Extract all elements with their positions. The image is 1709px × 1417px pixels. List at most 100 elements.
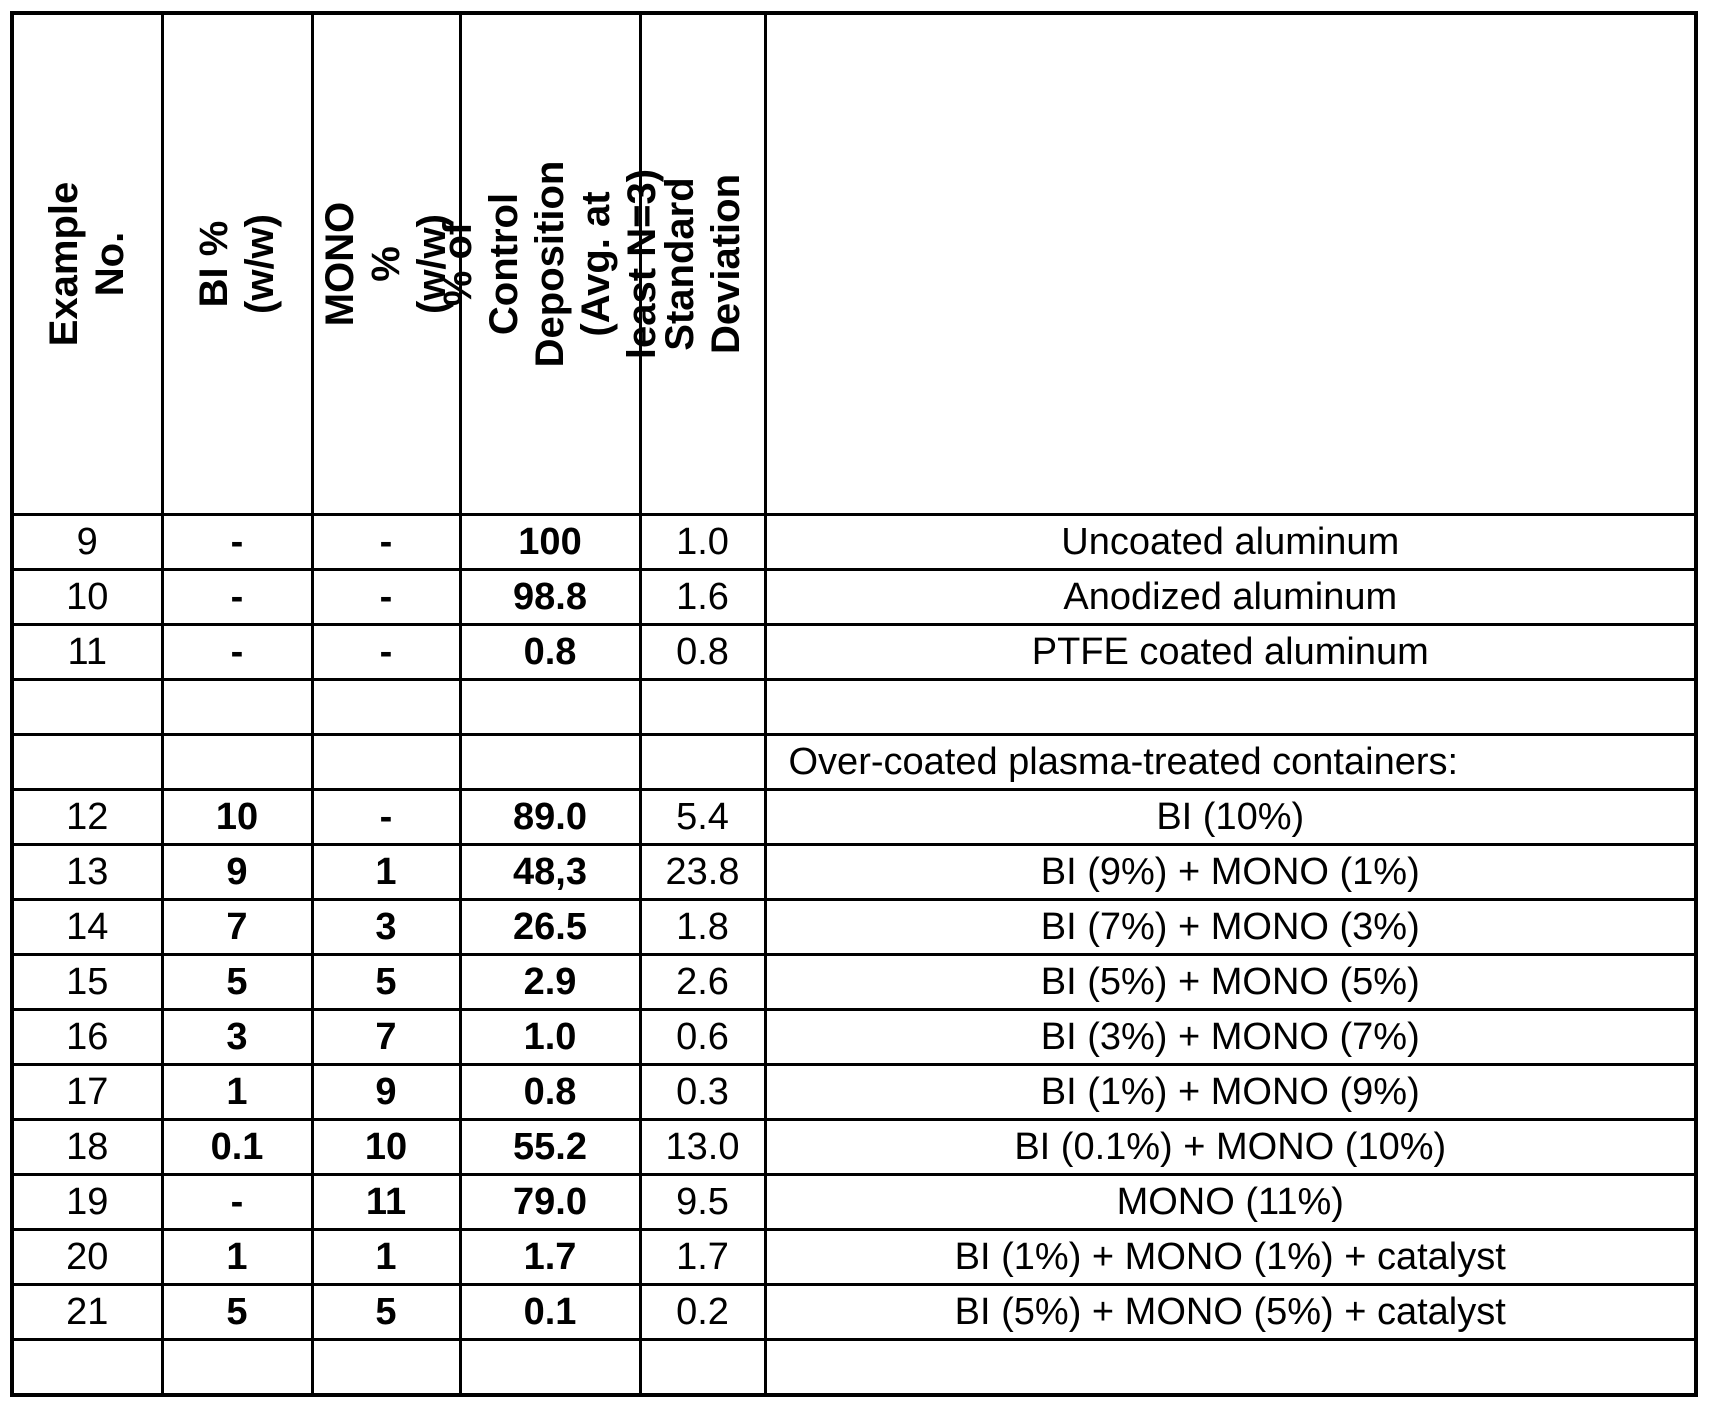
cell-bi-percent: 10 bbox=[160, 788, 314, 846]
cell-description: BI (5%) + MONO (5%) bbox=[763, 953, 1698, 1011]
cell-example-no: 17 bbox=[10, 1063, 164, 1121]
table-row: 21 5 5 0.1 0.2 BI (5%) + MONO (5%) + catalyst bbox=[10, 1283, 1698, 1341]
cell-mono-percent: 10 bbox=[310, 1118, 462, 1176]
cell-description: Anodized aluminum bbox=[763, 568, 1698, 626]
cell-mono-percent bbox=[310, 733, 462, 791]
cell-example-no: 13 bbox=[10, 843, 164, 901]
cell-description: BI (10%) bbox=[763, 788, 1698, 846]
cell-example-no: 10 bbox=[10, 568, 164, 626]
cell-mono-percent: 7 bbox=[310, 1008, 462, 1066]
cell-mono-percent: 5 bbox=[310, 1283, 462, 1341]
header-bi-percent-label: BI % (w/w) bbox=[192, 214, 282, 314]
cell-standard-deviation bbox=[638, 1338, 767, 1397]
table-header: Example No. BI % (w/w) MONO % (w/w) % of… bbox=[10, 11, 1698, 516]
cell-standard-deviation: 23.8 bbox=[638, 843, 767, 901]
cell-mono-percent: 11 bbox=[310, 1173, 462, 1231]
table-row: 11- -0.8 0.8 PTFE coated aluminum bbox=[10, 623, 1698, 681]
table-row: 9- -100 1.0 Uncoated aluminum bbox=[10, 513, 1698, 571]
cell-example-no: 9 bbox=[10, 513, 164, 571]
cell-bi-percent: 1 bbox=[160, 1228, 314, 1286]
cell-bi-percent bbox=[160, 1338, 314, 1397]
cell-control-deposition: 0.1 bbox=[458, 1283, 642, 1341]
cell-description bbox=[763, 1338, 1698, 1397]
header-bi-percent: BI % (w/w) bbox=[160, 11, 314, 516]
cell-example-no: 12 bbox=[10, 788, 164, 846]
header-description bbox=[763, 11, 1698, 516]
results-table-body: 9- -100 1.0 Uncoated aluminum 10- -98.8 1.6 Ano… bbox=[10, 513, 1698, 1397]
cell-control-deposition: 2.9 bbox=[458, 953, 642, 1011]
cell-control-deposition: 1.7 bbox=[458, 1228, 642, 1286]
cell-mono-percent: - bbox=[310, 623, 462, 681]
cell-standard-deviation: 0.6 bbox=[638, 1008, 767, 1066]
header-row: Example No. BI % (w/w) MONO % (w/w) % of… bbox=[10, 11, 1698, 516]
cell-example-no: 11 bbox=[10, 623, 164, 681]
results-table: Example No. BI % (w/w) MONO % (w/w) % of… bbox=[10, 11, 1698, 1397]
cell-description: BI (5%) + MONO (5%) + catalyst bbox=[763, 1283, 1698, 1341]
table-row: 19-11 79.0 9.5 MONO (11%) bbox=[10, 1173, 1698, 1231]
cell-description: PTFE coated aluminum bbox=[763, 623, 1698, 681]
header-control-deposition-label: % of Control Deposition (Avg. at least N… bbox=[436, 160, 664, 368]
cell-example-no: 14 bbox=[10, 898, 164, 956]
table-row: 12 10-89.0 5.4 BI (10%) bbox=[10, 788, 1698, 846]
cell-mono-percent bbox=[310, 1338, 462, 1397]
cell-example-no: 16 bbox=[10, 1008, 164, 1066]
cell-description: BI (1%) + MONO (9%) bbox=[763, 1063, 1698, 1121]
cell-example-no: 21 bbox=[10, 1283, 164, 1341]
cell-example-no: 18 bbox=[10, 1118, 164, 1176]
cell-bi-percent bbox=[160, 678, 314, 736]
table-row: 20 1 1 1.7 1.7 BI (1%) + MONO (1%) + catalyst bbox=[10, 1228, 1698, 1286]
cell-description: BI (7%) + MONO (3%) bbox=[763, 898, 1698, 956]
cell-standard-deviation: 0.2 bbox=[638, 1283, 767, 1341]
cell-example-no: 19 bbox=[10, 1173, 164, 1231]
cell-standard-deviation: 1.8 bbox=[638, 898, 767, 956]
cell-control-deposition: 55.2 bbox=[458, 1118, 642, 1176]
header-control-deposition: % of Control Deposition (Avg. at least N… bbox=[436, 11, 664, 516]
cell-example-no: 20 bbox=[10, 1228, 164, 1286]
cell-standard-deviation: 1.7 bbox=[638, 1228, 767, 1286]
header-example-no-label: Example No. bbox=[42, 181, 133, 347]
cell-control-deposition: 0.8 bbox=[458, 1063, 642, 1121]
cell-control-deposition bbox=[458, 1338, 642, 1397]
cell-control-deposition: 26.5 bbox=[458, 898, 642, 956]
table-row: 13 9 1 48,3 23.8 BI (9%) + MONO (1%) bbox=[10, 843, 1698, 901]
cell-example-no bbox=[10, 733, 164, 791]
table-row: 15 5 5 2.9 2.6 BI (5%) + MONO (5%) bbox=[10, 953, 1698, 1011]
cell-control-deposition: 48,3 bbox=[458, 843, 642, 901]
header-example-no: Example No. bbox=[10, 11, 164, 516]
cell-control-deposition bbox=[458, 678, 642, 736]
cell-description: Over-coated plasma-treated containers: bbox=[763, 733, 1698, 791]
cell-standard-deviation: 2.6 bbox=[638, 953, 767, 1011]
cell-description: BI (3%) + MONO (7%) bbox=[763, 1008, 1698, 1066]
cell-standard-deviation: 9.5 bbox=[638, 1173, 767, 1231]
cell-mono-percent: 1 bbox=[310, 843, 462, 901]
cell-example-no bbox=[10, 1338, 164, 1397]
cell-mono-percent: - bbox=[310, 788, 462, 846]
cell-control-deposition: 98.8 bbox=[458, 568, 642, 626]
cell-bi-percent: 1 bbox=[160, 1063, 314, 1121]
cell-bi-percent bbox=[160, 733, 314, 791]
cell-control-deposition bbox=[458, 733, 642, 791]
cell-standard-deviation: 0.8 bbox=[638, 623, 767, 681]
cell-bi-percent: - bbox=[160, 1173, 314, 1231]
header-standard-deviation-label: Standard Deviation bbox=[657, 173, 748, 355]
cell-description bbox=[763, 678, 1698, 736]
header-standard-deviation: Standard Deviation bbox=[638, 11, 767, 516]
cell-description: BI (1%) + MONO (1%) + catalyst bbox=[763, 1228, 1698, 1286]
cell-mono-percent: 9 bbox=[310, 1063, 462, 1121]
cell-example-no: 15 bbox=[10, 953, 164, 1011]
cell-bi-percent: 7 bbox=[160, 898, 314, 956]
table-row bbox=[10, 1338, 1698, 1397]
cell-control-deposition: 89.0 bbox=[458, 788, 642, 846]
cell-bi-percent: 5 bbox=[160, 1283, 314, 1341]
cell-example-no bbox=[10, 678, 164, 736]
cell-bi-percent: 5 bbox=[160, 953, 314, 1011]
cell-bi-percent: - bbox=[160, 513, 314, 571]
cell-bi-percent: 0.1 bbox=[160, 1118, 314, 1176]
cell-standard-deviation: 13.0 bbox=[638, 1118, 767, 1176]
cell-description: BI (0.1%) + MONO (10%) bbox=[763, 1118, 1698, 1176]
table-row: Over-coated plasma-treated containers: bbox=[10, 733, 1698, 791]
table-row bbox=[10, 678, 1698, 736]
cell-bi-percent: 3 bbox=[160, 1008, 314, 1066]
cell-standard-deviation bbox=[638, 678, 767, 736]
